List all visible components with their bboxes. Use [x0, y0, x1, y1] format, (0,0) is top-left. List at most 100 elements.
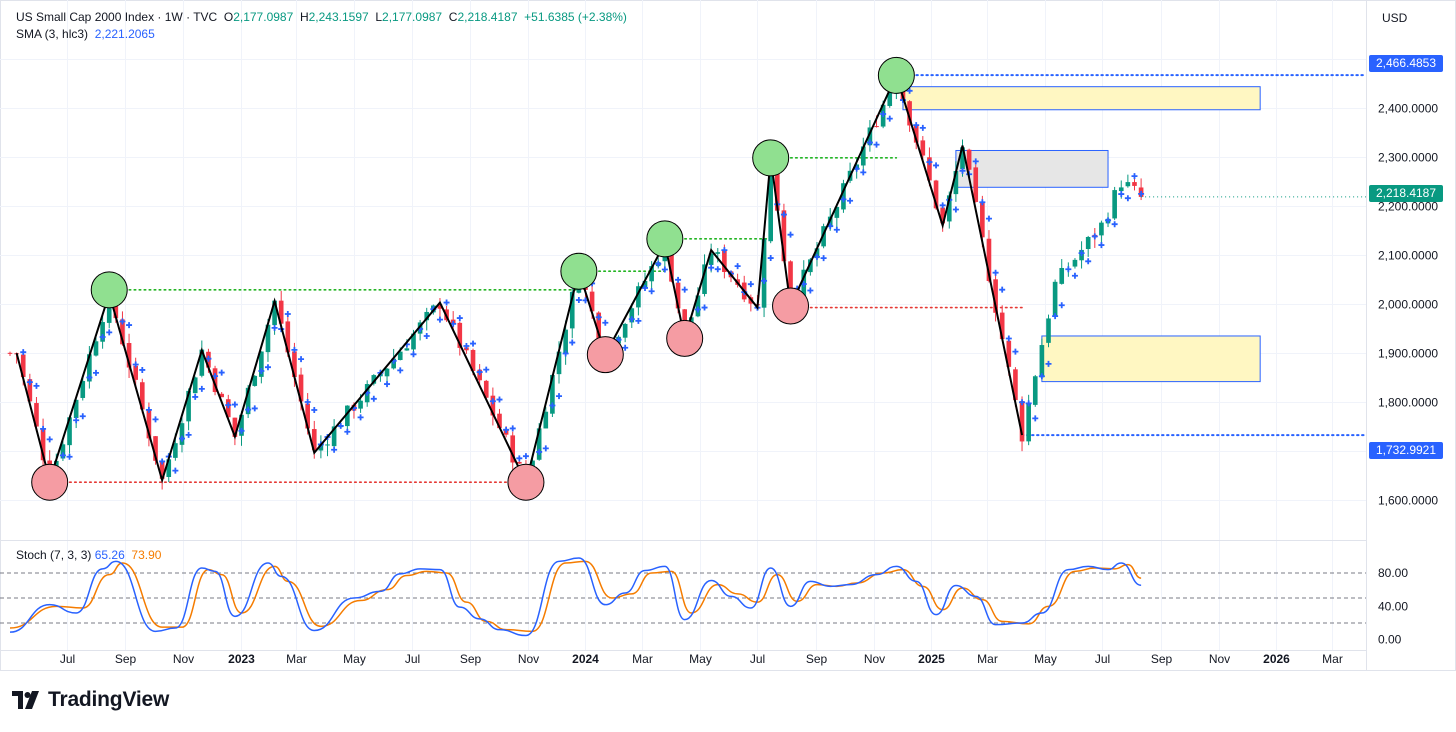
sma-marker — [767, 255, 774, 262]
candle-body — [543, 411, 549, 429]
candle-body — [927, 157, 932, 181]
candle-body — [133, 365, 138, 380]
time-tick-label: Mar — [977, 652, 998, 666]
candle-body — [953, 170, 959, 195]
pivot-low-marker[interactable] — [507, 463, 545, 501]
sma-marker — [1032, 415, 1039, 422]
sma-marker — [178, 435, 185, 442]
candle-body — [272, 300, 277, 326]
candle-body — [808, 259, 813, 273]
candle-body — [867, 127, 873, 146]
sma-marker — [919, 124, 926, 131]
candle-body — [311, 429, 317, 451]
zigzag-line — [15, 72, 1024, 486]
sma-marker — [26, 379, 33, 386]
sma-marker — [787, 231, 794, 238]
candle-body — [715, 252, 721, 254]
candle-body — [245, 387, 251, 415]
sma-marker — [1025, 400, 1032, 407]
candle-body — [1085, 236, 1091, 249]
time-tick-label: Nov — [1209, 652, 1230, 666]
pivot-high-marker[interactable] — [646, 220, 684, 258]
sma-marker — [384, 381, 391, 388]
candle-body — [73, 399, 79, 419]
sma-marker — [880, 111, 887, 118]
stoch-label: Stoch (7, 3, 3) — [16, 548, 92, 562]
candle-body — [20, 354, 26, 378]
sma-marker — [503, 426, 510, 433]
sma-marker — [86, 374, 93, 381]
time-tick-label: 2024 — [572, 652, 599, 666]
sma-marker — [66, 453, 73, 460]
sma-marker — [119, 318, 126, 325]
candle-body — [781, 210, 787, 262]
candle-body — [212, 368, 218, 393]
sma-marker — [258, 367, 265, 374]
sma-marker — [979, 199, 986, 206]
sma-marker — [807, 287, 814, 294]
time-tick-label: 2025 — [918, 652, 945, 666]
candle-body — [589, 291, 595, 312]
sma-marker — [595, 314, 602, 321]
candle-body — [722, 250, 727, 273]
sma-marker — [172, 467, 179, 474]
sma-marker — [344, 428, 351, 435]
candle-body — [556, 351, 562, 375]
candle-body — [629, 308, 635, 323]
candle-body — [166, 459, 172, 477]
sma-marker — [331, 446, 338, 453]
pivot-high-marker[interactable] — [90, 271, 128, 309]
candle-body — [225, 399, 231, 418]
last-price-tag: 2,218.4187 — [1369, 185, 1443, 202]
stoch-k-value: 65.26 — [94, 548, 125, 562]
sma-marker — [1071, 272, 1078, 279]
sma-marker — [648, 288, 655, 295]
change-value: +51.6385 (+2.38%) — [524, 10, 627, 24]
sma-marker — [694, 306, 701, 313]
candle-body — [483, 380, 489, 398]
candle-body — [788, 261, 793, 311]
sma-marker — [264, 364, 271, 371]
pivot-low-marker[interactable] — [31, 463, 69, 501]
pivot-low-marker[interactable] — [666, 319, 704, 357]
candle-body — [642, 280, 648, 288]
sma-marker — [106, 329, 113, 336]
pivot-high-marker[interactable] — [560, 252, 598, 290]
candle-body — [702, 264, 707, 294]
candle-body — [305, 403, 310, 429]
sma-marker — [1085, 258, 1092, 265]
sma-marker — [1124, 195, 1131, 202]
sma-marker — [1058, 302, 1065, 309]
candle-body — [1132, 182, 1137, 186]
candle-body — [669, 238, 674, 282]
pivot-high-marker[interactable] — [877, 56, 915, 94]
stoch-k-line — [9, 557, 1142, 637]
pivot-low-marker[interactable] — [586, 336, 624, 374]
candle-body — [358, 400, 363, 409]
sma-marker — [1138, 190, 1145, 197]
candle-body — [67, 417, 72, 446]
sma-marker — [562, 350, 569, 357]
candle-body — [960, 147, 965, 170]
candle-body — [920, 140, 926, 156]
sma-legend: SMA (3, hlc3) 2,221.2065 — [16, 27, 155, 41]
price-tick-label: 2,400.0000 — [1378, 102, 1438, 116]
candle-body — [536, 428, 542, 460]
sma-marker — [1105, 217, 1112, 224]
sma-marker — [410, 351, 417, 358]
low-level-tag: 1,732.9921 — [1369, 442, 1443, 459]
tradingview-logo[interactable]: TradingView — [12, 688, 169, 712]
candle-body — [596, 312, 602, 342]
sma-marker — [245, 406, 252, 413]
pivot-high-marker[interactable] — [752, 139, 790, 177]
candle-body — [999, 312, 1005, 340]
sma-marker — [655, 260, 662, 267]
candle-body — [60, 444, 66, 459]
candle-body — [913, 125, 919, 143]
candle-body — [371, 375, 377, 384]
sma-marker — [721, 247, 728, 254]
sma-marker — [985, 215, 992, 222]
time-tick-label: Sep — [460, 652, 482, 666]
pivot-low-marker[interactable] — [772, 287, 810, 325]
